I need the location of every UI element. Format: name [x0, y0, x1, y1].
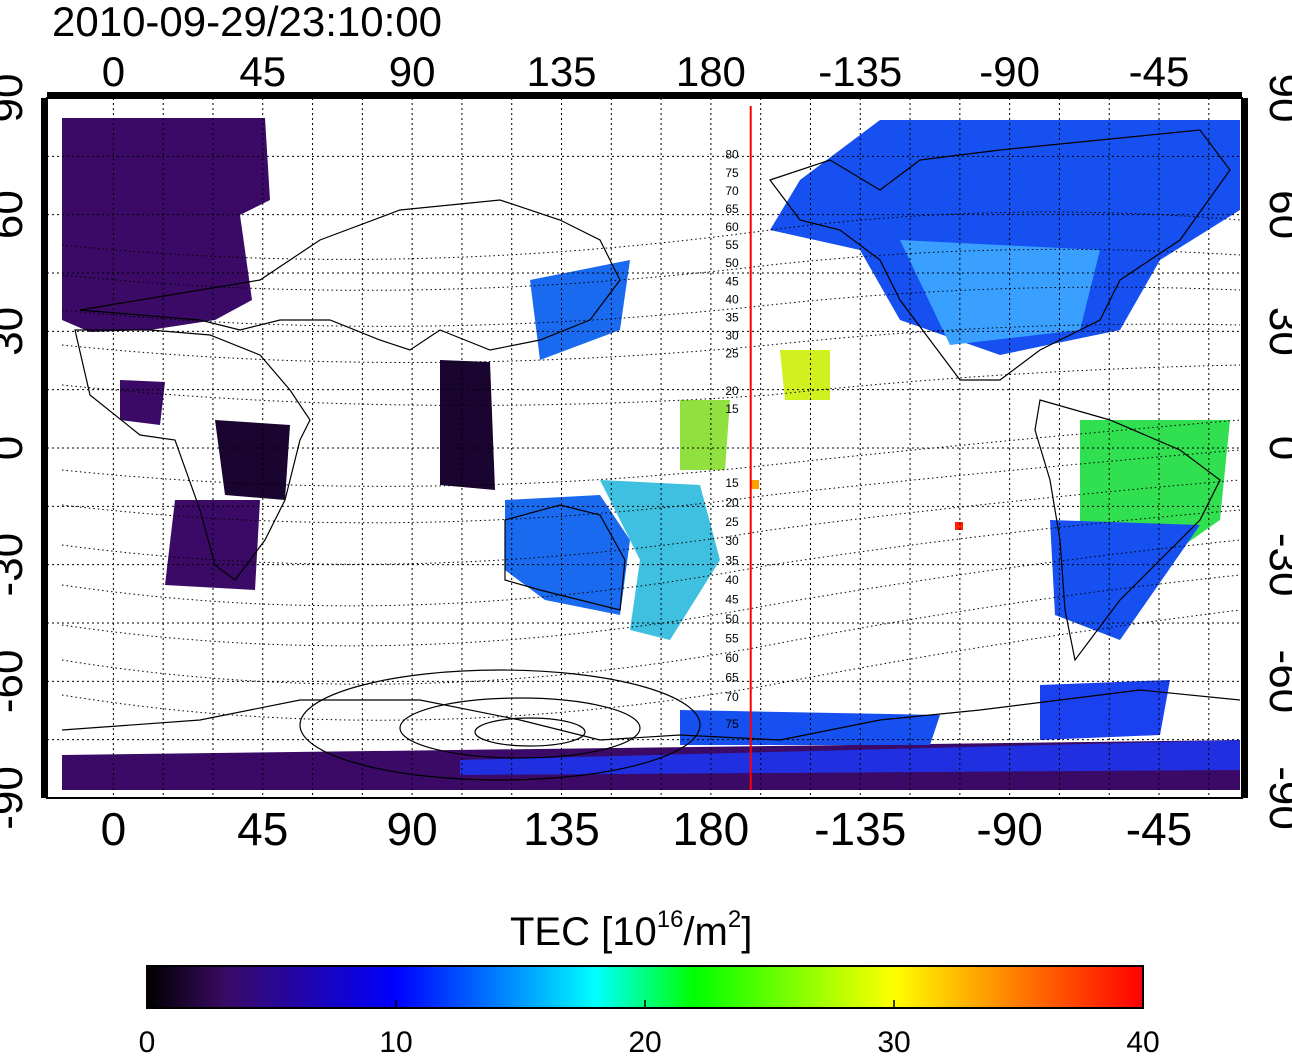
contour-label: 70 — [725, 690, 739, 704]
contour-labels: 80 75 70 65 60 55 50 45 40 35 30 25 20 15 15 20 25 30 35 40… — [725, 148, 739, 731]
contour-label: 45 — [725, 593, 739, 607]
left-latitude-axis: 90 60 30 0 -30 -60 -90 — [0, 74, 32, 830]
tec-patch-indian-ocean — [440, 360, 495, 490]
contour-label: 50 — [725, 256, 739, 270]
longitude-tick-label: 0 — [102, 48, 125, 95]
latitude-tick-label: 0 — [0, 436, 32, 460]
timestamp-title: 2010-09-29/23:10:00 — [52, 0, 442, 45]
longitude-tick-label: 45 — [239, 48, 286, 95]
latitude-tick-label: 30 — [1260, 307, 1292, 356]
contour-label: 15 — [725, 476, 739, 490]
contour-label: 50 — [725, 612, 739, 626]
contour-label: 75 — [725, 166, 739, 180]
longitude-tick-label: -90 — [976, 803, 1042, 855]
tec-patch-europe — [62, 118, 270, 332]
contour-label: 70 — [725, 184, 739, 198]
colorbar-tick-label: 30 — [877, 1026, 910, 1057]
contour-label: 20 — [725, 384, 739, 398]
latitude-tick-label: 60 — [0, 190, 32, 239]
contour-label: 60 — [725, 651, 739, 665]
contour-label: 65 — [725, 670, 739, 684]
colorbar-tick-label: 40 — [1126, 1026, 1159, 1057]
contour-label: 40 — [725, 573, 739, 587]
latitude-tick-label: -90 — [0, 766, 32, 830]
tec-patch-japan — [530, 260, 630, 360]
left-scale-bar — [41, 98, 47, 798]
tec-patch-equatorial-pacific — [680, 400, 730, 470]
contour-label: 60 — [725, 220, 739, 234]
latitude-tick-label: -60 — [1260, 650, 1292, 714]
latitude-tick-label: 30 — [0, 307, 32, 356]
latitude-tick-label: 90 — [0, 74, 32, 123]
tec-patch-antarctica-blue — [460, 740, 1240, 775]
right-scale-bar — [1242, 98, 1248, 798]
longitude-tick-label: -45 — [1129, 48, 1190, 95]
colorbar-tick-label: 20 — [628, 1026, 661, 1057]
longitude-tick-label: 180 — [676, 48, 746, 95]
tec-patch-peak — [955, 522, 963, 530]
contour-label: 55 — [725, 631, 739, 645]
tec-patch-orange — [750, 480, 759, 489]
right-latitude-axis: 90 60 30 0 -30 -60 -90 — [1260, 74, 1292, 830]
contour-label: 55 — [725, 238, 739, 252]
longitude-tick-label: 90 — [387, 803, 438, 855]
latitude-tick-label: 60 — [1260, 190, 1292, 239]
tec-patch-hawaii — [780, 350, 830, 400]
latitude-tick-label: -30 — [0, 533, 32, 597]
tec-patch-west-africa — [120, 380, 165, 425]
latitude-tick-label: -30 — [1260, 533, 1292, 597]
coastlines — [61, 129, 1241, 781]
tec-patch-australia — [505, 495, 630, 615]
tec-map-area — [47, 98, 1242, 798]
colorbar-tick-label: 10 — [379, 1026, 412, 1057]
magnetic-contours — [61, 211, 1241, 721]
longitude-tick-label: 90 — [389, 48, 436, 95]
contour-label: 30 — [725, 329, 739, 343]
latitude-tick-label: -90 — [1260, 766, 1292, 830]
contour-label: 20 — [725, 495, 739, 509]
tec-patch-tasman — [600, 480, 720, 640]
tec-patch-north-america — [770, 120, 1240, 355]
contour-label: 25 — [725, 347, 739, 361]
lat-lon-grid — [47, 98, 1242, 798]
contour-label: 40 — [725, 292, 739, 306]
contour-label: 45 — [725, 274, 739, 288]
longitude-tick-label: -90 — [979, 48, 1040, 95]
colorbar-ticks: 0 10 20 30 40 — [139, 1000, 1160, 1057]
bottom-longitude-axis: 0 45 90 135 180 -135 -90 -45 — [101, 803, 1193, 855]
longitude-tick-label: -45 — [1126, 803, 1192, 855]
top-scale-bar — [47, 92, 1242, 98]
latitude-tick-label: -60 — [0, 650, 32, 714]
tec-data-patches — [62, 118, 1240, 790]
latitude-tick-label: 90 — [1260, 74, 1292, 123]
tec-patch-antarctic-peninsula — [1040, 680, 1170, 740]
longitude-tick-label: 135 — [523, 803, 600, 855]
contour-label: 75 — [725, 717, 739, 731]
longitude-tick-label: -135 — [818, 48, 902, 95]
colorbar-tick-label: 0 — [139, 1026, 156, 1057]
contour-label: 25 — [725, 515, 739, 529]
contour-label: 15 — [725, 402, 739, 416]
longitude-tick-label: 0 — [101, 803, 127, 855]
latitude-tick-label: 0 — [1260, 436, 1292, 460]
tec-patch-ross-sea — [680, 710, 940, 745]
top-longitude-axis: 0 45 90 135 180 -135 -90 -45 — [102, 48, 1190, 95]
tec-patch-central-africa — [215, 420, 290, 500]
tec-patch-usa-high — [900, 240, 1100, 345]
longitude-tick-label: 180 — [673, 803, 750, 855]
contour-label: 35 — [725, 554, 739, 568]
contour-label: 35 — [725, 310, 739, 324]
contour-label: 65 — [725, 202, 739, 216]
tec-patch-south-america-low — [1050, 520, 1200, 640]
contour-label: 80 — [725, 148, 739, 162]
longitude-tick-label: 135 — [526, 48, 596, 95]
contour-label: 30 — [725, 534, 739, 548]
colorbar-title: TEC [1016/m2] — [510, 906, 752, 954]
longitude-tick-label: -135 — [814, 803, 906, 855]
longitude-tick-label: 45 — [237, 803, 288, 855]
